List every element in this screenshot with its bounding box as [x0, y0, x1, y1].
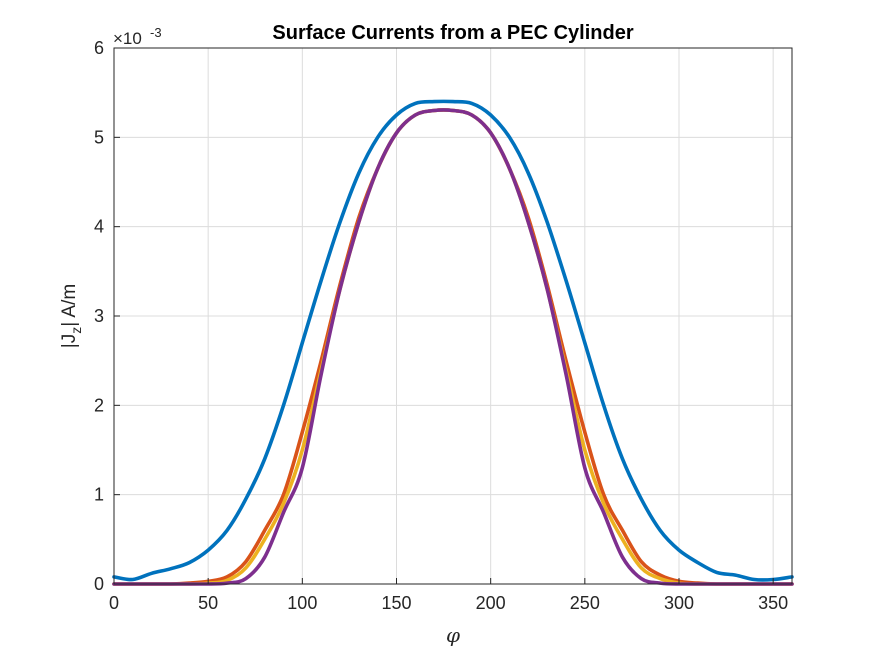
grid: [113, 47, 792, 585]
y-tick-label: 2: [94, 395, 104, 415]
ticks: 0 50 100 150 200 250 300 350 0 1 2 3 4 5 6: [94, 38, 788, 613]
y-exponent-prefix: ×10: [113, 29, 142, 48]
y-axis-label-sub: z: [68, 327, 84, 334]
y-exponent-power: -3: [150, 25, 162, 40]
y-tick-label: 3: [94, 306, 104, 326]
x-tick-label: 300: [664, 593, 694, 613]
y-tick-label: 6: [94, 38, 104, 58]
y-tick-label: 0: [94, 574, 104, 594]
series-layer: [112, 99, 794, 586]
x-tick-label: 250: [570, 593, 600, 613]
series-line-2: [112, 108, 794, 586]
y-tick-label: 4: [94, 217, 104, 237]
y-exponent: ×10 -3: [113, 25, 162, 48]
x-tick-label: 150: [381, 593, 411, 613]
x-tick-label: 100: [287, 593, 317, 613]
y-tick-label: 5: [94, 127, 104, 147]
series-line-1: [112, 99, 794, 582]
x-tick-label: 200: [476, 593, 506, 613]
y-axis-label: |Jz| A/m: [59, 284, 84, 348]
x-tick-label: 0: [109, 593, 119, 613]
series-line-4: [112, 108, 794, 586]
x-tick-label: 350: [758, 593, 788, 613]
y-tick-label: 1: [94, 485, 104, 505]
series-line-3: [112, 108, 794, 586]
x-axis-label: φ: [446, 623, 460, 647]
y-axis-label-suffix: | A/m: [59, 284, 80, 327]
x-tick-label: 50: [198, 593, 218, 613]
chart-title: Surface Currents from a PEC Cylinder: [272, 22, 633, 44]
y-axis-label-main: |J: [59, 334, 80, 348]
